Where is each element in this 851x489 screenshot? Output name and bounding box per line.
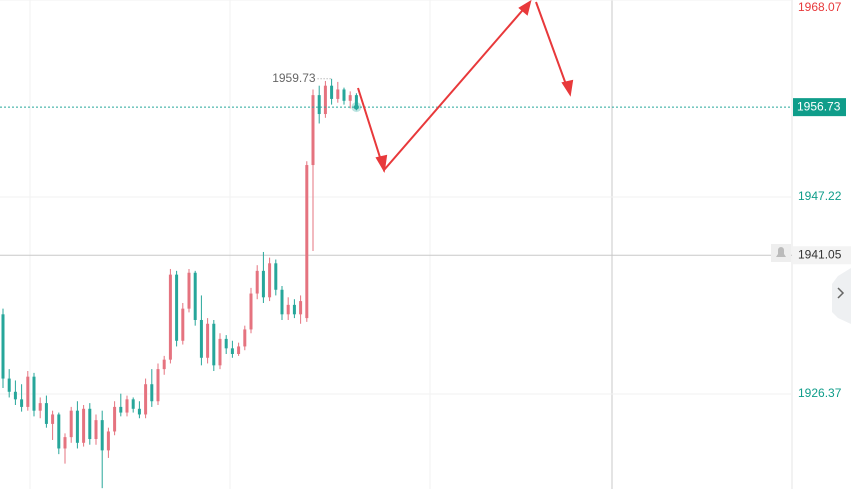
crosshair-label: 1941.05 xyxy=(798,247,842,261)
candle-body xyxy=(150,384,154,402)
candle-body xyxy=(299,301,303,315)
candle-body xyxy=(94,420,98,440)
candle-body xyxy=(168,274,172,360)
candle-body xyxy=(286,304,290,315)
bell-icon xyxy=(776,247,786,257)
candle-body xyxy=(330,85,334,99)
candle-body xyxy=(82,408,86,443)
candle-body xyxy=(106,431,110,451)
candle-body xyxy=(181,308,185,341)
candle-body xyxy=(125,399,129,413)
candle-body xyxy=(13,391,17,400)
candle-body xyxy=(26,376,30,407)
candle-body xyxy=(268,263,272,298)
alert-bell[interactable] xyxy=(771,244,791,262)
candle-body xyxy=(336,89,340,99)
candle-body xyxy=(212,323,216,366)
arrow-head xyxy=(561,79,574,97)
candle-body xyxy=(75,410,79,443)
candle-body xyxy=(206,323,210,358)
candle-body xyxy=(51,414,55,424)
candle-body xyxy=(144,384,148,415)
y-tick-label: 1926.37 xyxy=(798,386,842,400)
candle-body xyxy=(224,338,228,349)
candle-body xyxy=(162,359,166,370)
arrow-line xyxy=(535,1,569,91)
arrow-head xyxy=(375,154,388,173)
candle-body xyxy=(193,272,197,320)
candle-body xyxy=(280,289,284,315)
candle-body xyxy=(69,410,73,438)
candle-body xyxy=(38,403,42,411)
high-annotation: 1959.73 xyxy=(272,71,316,85)
candle-body xyxy=(348,95,352,101)
candle-body xyxy=(323,85,327,115)
last-price-label-bg xyxy=(793,98,846,117)
last-price-label: 1956.73 xyxy=(797,99,841,113)
candle-body xyxy=(274,263,278,290)
candle-body xyxy=(261,270,265,298)
candle-body xyxy=(243,329,247,347)
last-price-dot xyxy=(353,104,359,110)
side-toggle[interactable] xyxy=(832,268,851,324)
drawn-arrows xyxy=(357,0,574,173)
candle-body xyxy=(7,378,11,392)
candle-body xyxy=(292,304,296,315)
arrow-head xyxy=(518,0,532,16)
candle-body xyxy=(218,338,222,366)
candle-body xyxy=(63,437,67,449)
candle-body xyxy=(230,348,234,354)
candle-body xyxy=(249,293,253,330)
side-tab[interactable] xyxy=(832,268,851,324)
candle-body xyxy=(156,369,160,402)
candle-body xyxy=(57,414,61,449)
candle-body xyxy=(119,406,123,413)
candle-body xyxy=(100,420,104,451)
candle-body xyxy=(44,403,48,424)
candle-body xyxy=(175,274,179,341)
candle-body xyxy=(137,408,141,415)
y-tick-label: 1968.07 xyxy=(798,0,842,14)
candle-body xyxy=(131,399,135,409)
candle-body xyxy=(20,399,24,407)
candle-body xyxy=(237,346,241,354)
candle-body xyxy=(88,408,92,440)
y-tick-label: 1947.22 xyxy=(798,189,842,203)
candle-body xyxy=(317,95,321,115)
candle-body xyxy=(32,376,36,411)
candle-body xyxy=(199,319,203,358)
candle-body xyxy=(1,314,5,379)
candle-body xyxy=(113,406,117,432)
candle-body xyxy=(187,272,191,309)
candle-body xyxy=(354,95,358,108)
candle-body xyxy=(342,89,346,101)
candle-body xyxy=(305,165,309,319)
candle-body xyxy=(255,270,259,294)
crosshair-label-bg xyxy=(793,246,851,265)
chevron-icon xyxy=(837,287,845,299)
candle-body xyxy=(311,95,315,166)
